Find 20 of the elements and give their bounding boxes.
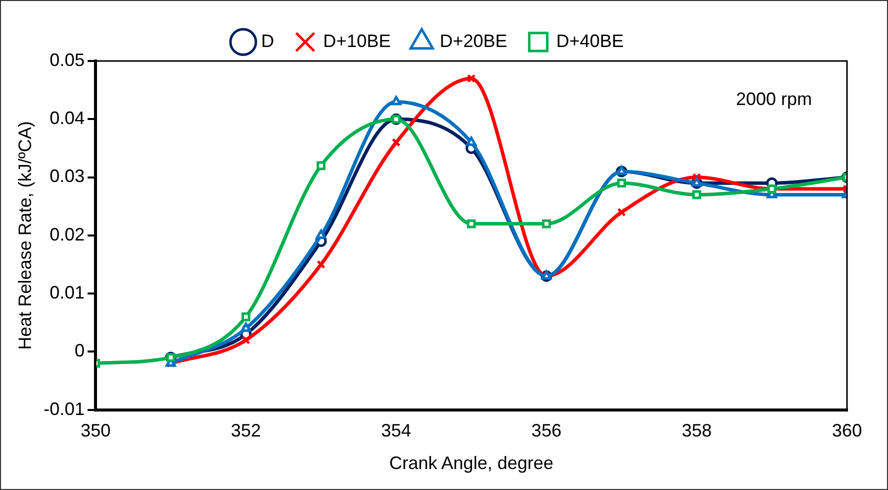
y-tick-label: 0.05 <box>50 50 85 70</box>
x-axis-title: Crank Angle, degree <box>389 453 554 474</box>
legend-label: D+40BE <box>556 30 624 51</box>
x-tick-label: 358 <box>682 420 712 441</box>
legend-label: D+20BE <box>440 30 508 51</box>
y-tick-label: 0 <box>74 340 85 361</box>
y-tick-label: -0.01 <box>44 398 85 419</box>
legend-label: D+10BE <box>323 30 391 51</box>
x-tick-label: 356 <box>531 420 562 441</box>
y-tick-label: 0.03 <box>50 166 85 186</box>
y-tick-label: 0.02 <box>50 224 85 244</box>
y-axis-title: Heat Release Rate, (kJ/ºCA) <box>14 121 35 350</box>
y-tick-label: 0.01 <box>50 282 85 302</box>
legend-label: D <box>261 30 274 51</box>
x-tick-label: 350 <box>80 420 111 441</box>
x-tick-label: 360 <box>832 420 862 441</box>
y-tick-label: 0.04 <box>50 108 85 128</box>
annotation: 2000 rpm <box>736 88 812 109</box>
x-tick-label: 352 <box>230 420 261 441</box>
x-tick-label: 354 <box>381 420 412 441</box>
